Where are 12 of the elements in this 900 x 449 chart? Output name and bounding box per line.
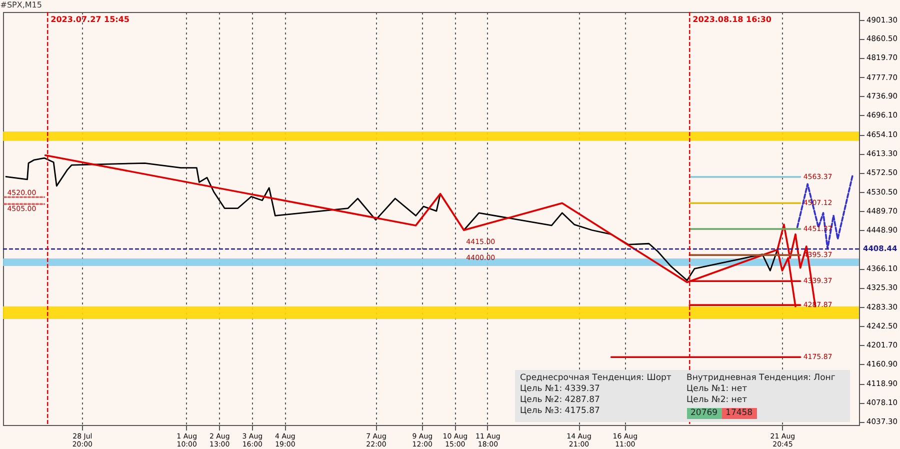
annotation: Внутридневная Тенденция: Лонг	[686, 373, 836, 384]
annotation: 20769	[686, 408, 722, 419]
annotation: Цель №1: 4339.37	[520, 384, 601, 395]
ref-line-label: 2023.08.18 16:30	[692, 15, 772, 24]
annotation: Цель №3: 4175.87	[520, 406, 601, 417]
annotation: Среднесрочная Тенденция: Шорт	[520, 373, 672, 384]
chart-title: #SPX,M15	[0, 0, 42, 10]
ref-line-label: 2023.07.27 15:45	[50, 15, 130, 24]
annotation: Цель №1: нет	[686, 384, 748, 395]
annotation: Цель №2: нет	[686, 395, 748, 406]
annotation: Цель №2: 4287.87	[520, 395, 601, 406]
annotation: 17458	[722, 408, 757, 419]
